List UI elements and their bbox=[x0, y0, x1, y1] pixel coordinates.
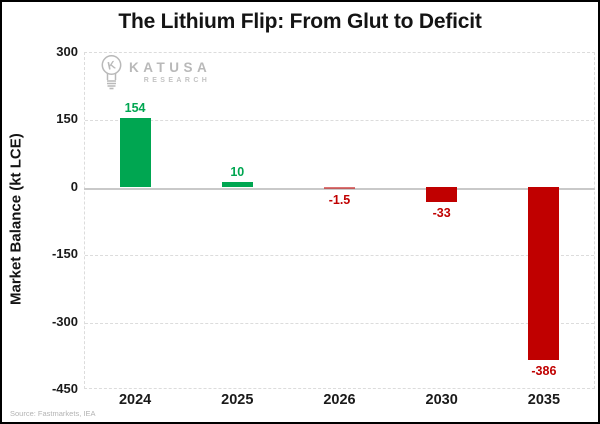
source-note: Source: Fastmarkets, IEA bbox=[10, 409, 96, 418]
y-tick-label: 0 bbox=[70, 178, 78, 194]
y-axis-title: Market Balance (kt LCE) bbox=[7, 133, 25, 306]
katusa-logo: K KATUSA RESEARCH bbox=[98, 54, 211, 96]
y-tick-label: 300 bbox=[56, 44, 78, 59]
x-tick-label-2024: 2024 bbox=[118, 392, 152, 408]
bar-2030 bbox=[426, 186, 458, 202]
y-tick-label: -150 bbox=[51, 246, 78, 262]
logo-text: KATUSA RESEARCH bbox=[129, 60, 212, 85]
gridline bbox=[85, 322, 594, 324]
bar-2024 bbox=[119, 117, 151, 187]
gridline bbox=[85, 120, 594, 122]
bar-value-label-2024: 154 bbox=[124, 100, 146, 115]
x-tick-label-2026: 2026 bbox=[323, 392, 356, 408]
bar-value-label-2026: -1.5 bbox=[328, 192, 351, 207]
bar-value-label-2030: -33 bbox=[432, 205, 451, 220]
y-tick-label: 150 bbox=[56, 111, 78, 127]
logo-brand: KATUSA bbox=[129, 60, 212, 75]
x-tick-label-2025: 2025 bbox=[221, 392, 254, 408]
logo-subtitle: RESEARCH bbox=[143, 77, 211, 84]
y-tick-label: -450 bbox=[51, 381, 78, 396]
chart-title: The Lithium Flip: From Glut to Deficit bbox=[118, 10, 482, 33]
bar-2026 bbox=[324, 186, 355, 189]
bar-value-label-2025: 10 bbox=[230, 165, 245, 180]
x-tick-label-2035: 2035 bbox=[527, 392, 561, 408]
plot-area bbox=[84, 52, 595, 389]
bar-value-label-2035: -386 bbox=[531, 364, 557, 379]
zero-line bbox=[84, 187, 595, 190]
x-tick-label-2030: 2030 bbox=[425, 392, 458, 408]
bar-2025 bbox=[221, 182, 253, 187]
bar-2035 bbox=[528, 186, 560, 361]
y-tick-label: -300 bbox=[51, 313, 78, 329]
lightbulb-k-icon: K bbox=[98, 54, 125, 96]
svg-text:K: K bbox=[107, 59, 117, 72]
gridline bbox=[85, 255, 594, 257]
